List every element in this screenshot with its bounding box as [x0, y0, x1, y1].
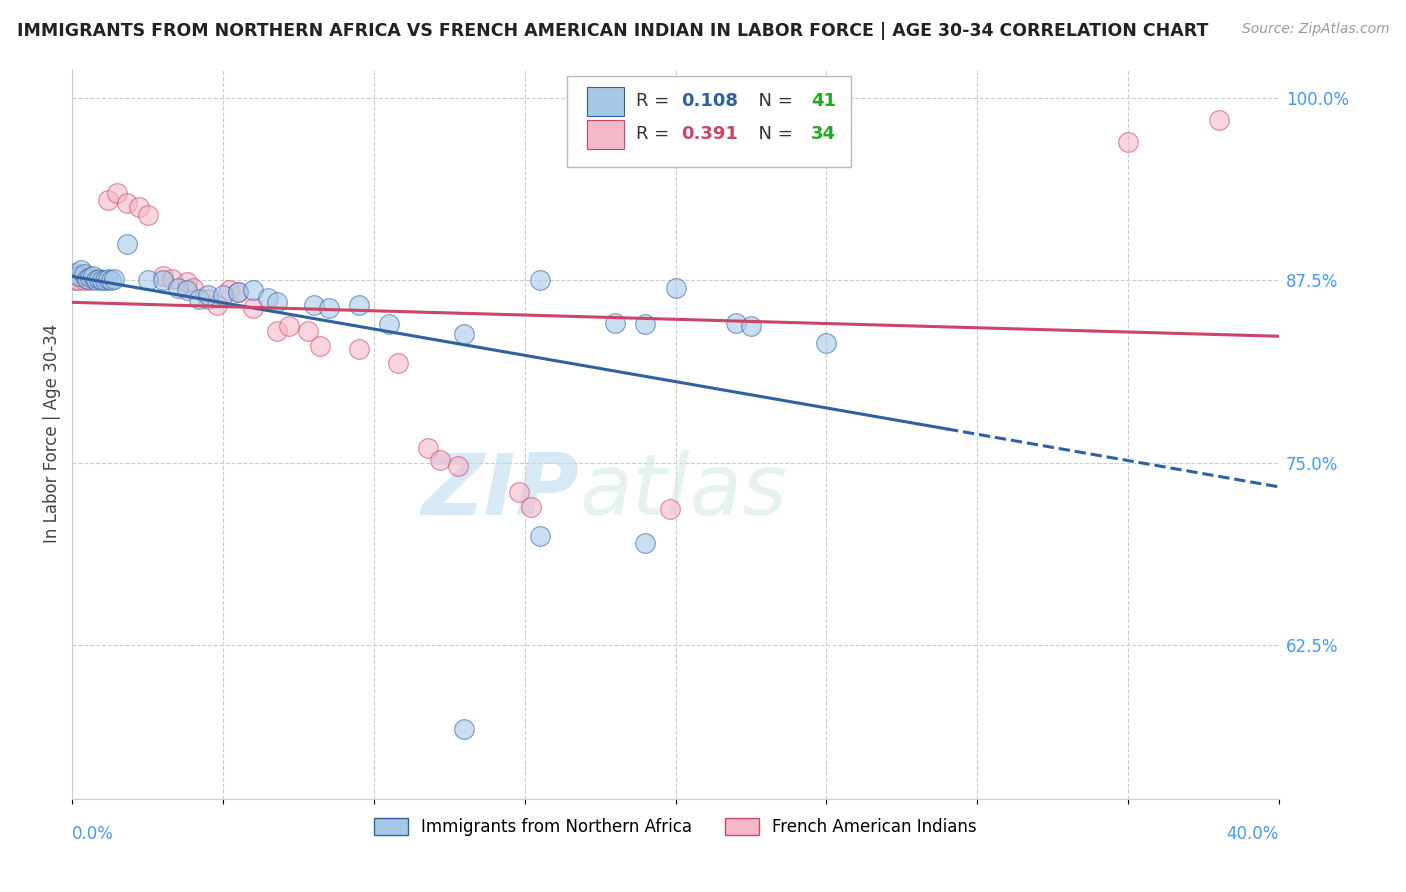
- Point: [634, 536, 657, 550]
- Point: [67, 273, 90, 287]
- Point: [197, 292, 219, 306]
- Point: [634, 317, 657, 331]
- Point: [67, 268, 90, 283]
- Point: [242, 301, 264, 315]
- Point: [266, 295, 288, 310]
- Point: [278, 318, 301, 333]
- Text: atlas: atlas: [579, 450, 787, 533]
- Point: [94, 273, 117, 287]
- Point: [70, 263, 93, 277]
- Point: [79, 273, 101, 287]
- Point: [176, 284, 198, 298]
- Point: [79, 270, 101, 285]
- Point: [447, 458, 470, 473]
- Point: [73, 273, 96, 287]
- Text: 0.391: 0.391: [682, 125, 738, 144]
- Point: [76, 272, 98, 286]
- Point: [115, 236, 138, 251]
- Point: [605, 316, 627, 330]
- Point: [197, 288, 219, 302]
- Point: [152, 268, 174, 283]
- FancyBboxPatch shape: [588, 87, 624, 116]
- Text: 40.0%: 40.0%: [1226, 825, 1279, 843]
- Point: [387, 356, 409, 370]
- Point: [664, 280, 686, 294]
- Point: [103, 272, 125, 286]
- Text: IMMIGRANTS FROM NORTHERN AFRICA VS FRENCH AMERICAN INDIAN IN LABOR FORCE | AGE 3: IMMIGRANTS FROM NORTHERN AFRICA VS FRENC…: [17, 22, 1208, 40]
- Point: [212, 288, 235, 302]
- Point: [347, 342, 370, 356]
- Point: [166, 280, 188, 294]
- Point: [418, 441, 440, 455]
- Point: [107, 186, 129, 200]
- Text: 0.0%: 0.0%: [72, 825, 114, 843]
- Point: [73, 268, 96, 282]
- Point: [91, 273, 114, 287]
- Y-axis label: In Labor Force | Age 30-34: In Labor Force | Age 30-34: [44, 324, 60, 543]
- Point: [297, 324, 319, 338]
- Point: [76, 272, 98, 286]
- Point: [529, 273, 551, 287]
- Text: ZIP: ZIP: [422, 450, 579, 533]
- FancyBboxPatch shape: [567, 76, 851, 167]
- Point: [100, 273, 122, 287]
- Point: [815, 336, 838, 351]
- Point: [453, 722, 475, 736]
- Text: R =: R =: [636, 125, 675, 144]
- Point: [86, 273, 108, 287]
- Point: [218, 284, 240, 298]
- Point: [97, 193, 120, 207]
- Point: [724, 316, 747, 330]
- Point: [429, 453, 451, 467]
- Text: N =: N =: [747, 125, 799, 144]
- Point: [226, 285, 249, 299]
- Point: [152, 273, 174, 287]
- Point: [176, 275, 198, 289]
- Text: Source: ZipAtlas.com: Source: ZipAtlas.com: [1241, 22, 1389, 37]
- Point: [128, 200, 150, 214]
- Point: [308, 339, 330, 353]
- Point: [529, 529, 551, 543]
- Point: [519, 500, 541, 514]
- Text: R =: R =: [636, 93, 675, 111]
- Point: [70, 268, 93, 283]
- Point: [347, 298, 370, 312]
- Text: 0.108: 0.108: [682, 93, 738, 111]
- Point: [181, 280, 204, 294]
- Point: [97, 272, 120, 286]
- Point: [115, 195, 138, 210]
- Point: [1116, 135, 1139, 149]
- Point: [242, 284, 264, 298]
- Point: [136, 273, 159, 287]
- Legend: Immigrants from Northern Africa, French American Indians: Immigrants from Northern Africa, French …: [368, 812, 983, 843]
- Point: [1208, 112, 1230, 127]
- Point: [187, 292, 209, 306]
- Point: [658, 502, 681, 516]
- Point: [160, 272, 183, 286]
- Point: [226, 285, 249, 299]
- Point: [302, 298, 325, 312]
- Point: [205, 298, 228, 312]
- Point: [65, 266, 87, 280]
- Point: [65, 273, 87, 287]
- Point: [136, 208, 159, 222]
- Point: [82, 268, 104, 283]
- Point: [378, 317, 401, 331]
- Point: [318, 301, 340, 315]
- Point: [740, 318, 762, 333]
- Point: [257, 291, 280, 305]
- Point: [89, 272, 111, 286]
- Point: [453, 327, 475, 342]
- Point: [266, 324, 288, 338]
- Point: [508, 485, 530, 500]
- Text: 41: 41: [811, 93, 835, 111]
- Text: 34: 34: [811, 125, 835, 144]
- FancyBboxPatch shape: [588, 120, 624, 149]
- Text: N =: N =: [747, 93, 799, 111]
